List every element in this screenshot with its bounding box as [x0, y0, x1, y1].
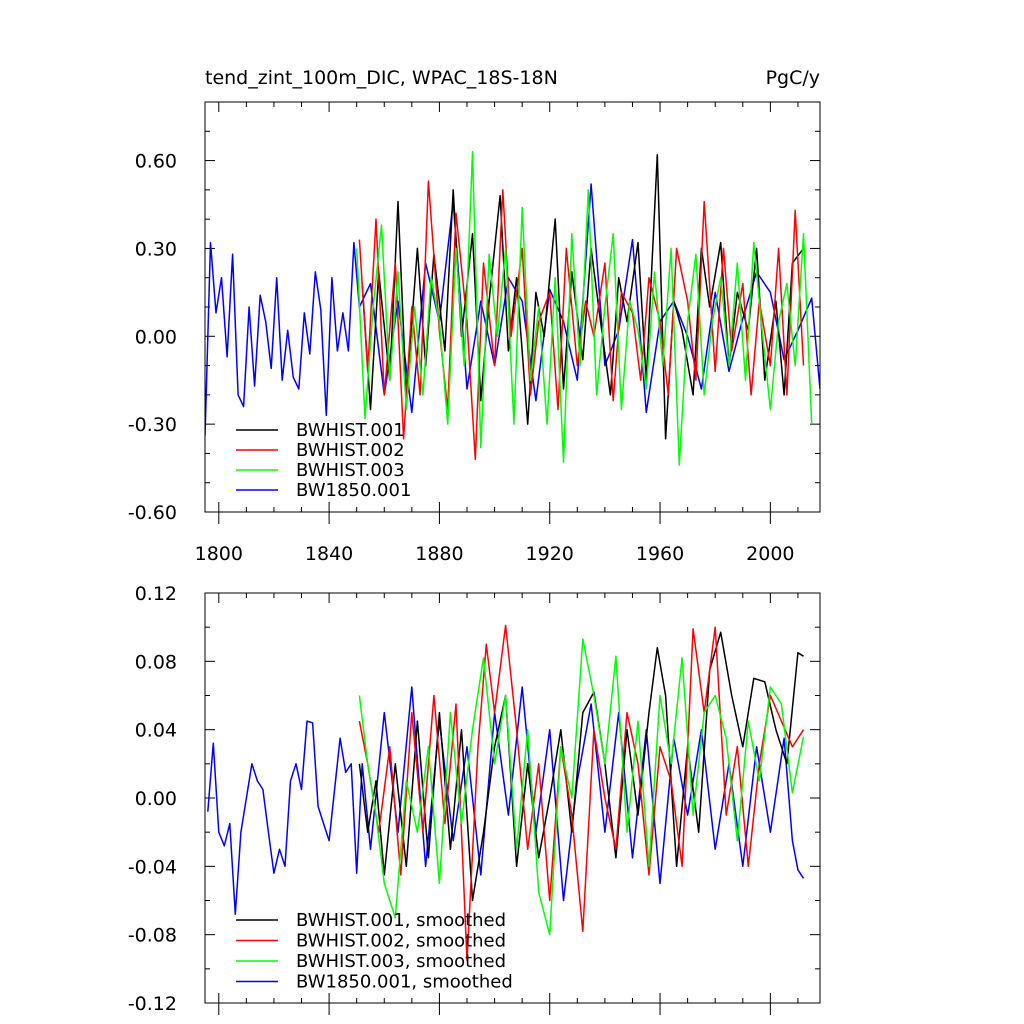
legend-label: BWHIST.001 [296, 420, 405, 441]
top-plot-frame [204, 101, 821, 513]
top-chart-units: PgC/y [766, 67, 820, 89]
legend-label: BWHIST.003, smoothed [296, 951, 506, 972]
legend-label: BWHIST.002, smoothed [296, 931, 506, 952]
legend-label: BWHIST.001, smoothed [296, 910, 506, 931]
legend-label: BW1850.001, smoothed [296, 972, 513, 993]
y-tick-label: -0.04 [128, 856, 177, 878]
x-tick-label: 1880 [415, 543, 463, 565]
series-line-bwhist-001-smoothed [358, 631, 804, 902]
x-tick-label: 2000 [746, 543, 794, 565]
y-tick-label: -0.60 [128, 502, 177, 524]
bottom-plot-frame [204, 592, 821, 1004]
x-tick-label: 1960 [636, 543, 684, 565]
y-tick-label: -0.30 [128, 414, 177, 436]
x-tick-label: 1800 [195, 543, 243, 565]
y-tick-label: 0.08 [135, 651, 177, 673]
y-tick-label: 0.04 [135, 720, 177, 742]
top-chart-title: tend_zint_100m_DIC, WPAC_18S-18N [205, 67, 558, 89]
series-line-bw1850-001-smoothed [207, 686, 805, 915]
y-tick-label: 0.30 [135, 238, 177, 260]
x-tick-label: 1840 [305, 543, 353, 565]
series-line-bw1850-001 [205, 183, 820, 436]
x-tick-label: 1920 [526, 543, 574, 565]
legend-label: BW1850.001 [296, 480, 411, 501]
series-line-bwhist-002-smoothed [358, 624, 805, 962]
y-tick-label: 0.00 [135, 326, 177, 348]
bottom-axes: -0.12 -0.08 -0.04 0.00 0.04 0.08 0.12 [128, 583, 820, 1015]
top-series-layer [205, 151, 820, 466]
legend-label: BWHIST.003 [296, 460, 405, 481]
y-tick-label: -0.08 [128, 925, 177, 947]
series-line-bwhist-003 [355, 151, 813, 466]
top-axes: 1800 1840 1880 1920 1960 2000 -0.60 -0.30 0.00 0.… [128, 101, 820, 565]
y-tick-label: 0.12 [135, 583, 177, 605]
bottom-chart: -0.12 -0.08 -0.04 0.00 0.04 0.08 0.12 BWHIST.0… [128, 583, 821, 1015]
bottom-series-layer [207, 624, 805, 962]
y-tick-label: 0.60 [135, 151, 177, 173]
series-line-bwhist-003-smoothed [358, 638, 805, 936]
y-tick-label: 0.00 [135, 788, 177, 810]
legend-label: BWHIST.002 [296, 440, 405, 461]
y-tick-label: -0.12 [128, 993, 177, 1015]
top-chart: tend_zint_100m_DIC, WPAC_18S-18N PgC/y 1… [128, 67, 821, 565]
